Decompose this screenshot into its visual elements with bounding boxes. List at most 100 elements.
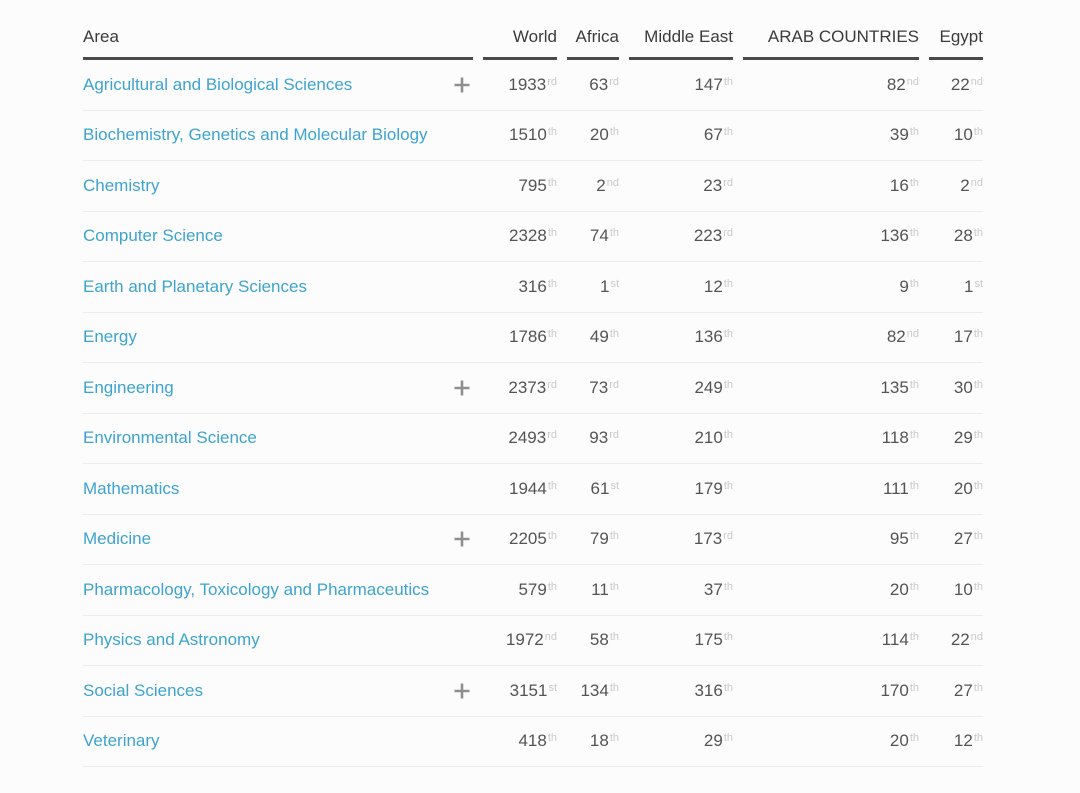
rank-world: 2205th: [483, 529, 557, 549]
rank-value: 20: [589, 125, 609, 145]
rank-suffix: th: [973, 126, 983, 139]
rank-suffix: th: [609, 328, 619, 341]
rank-middle-east: 12th: [629, 277, 733, 297]
rank-suffix: th: [909, 580, 919, 593]
rank-value: 9: [899, 276, 909, 296]
area-link[interactable]: Biochemistry, Genetics and Molecular Bio…: [83, 125, 428, 145]
rank-egypt: 1st: [929, 277, 983, 297]
rank-world: 2493rd: [483, 428, 557, 448]
rank-arab-countries: 136th: [743, 226, 919, 246]
rank-africa: 49th: [567, 327, 619, 347]
area-link[interactable]: Engineering: [83, 377, 174, 397]
column-header-world[interactable]: World: [483, 27, 557, 60]
area-cell: Computer Science: [83, 226, 473, 246]
area-link[interactable]: Mathematics: [83, 478, 180, 498]
area-link[interactable]: Computer Science: [83, 226, 223, 246]
rank-world: 3151st: [483, 681, 557, 701]
expand-plus-icon[interactable]: [452, 75, 472, 95]
table-row: Pharmacology, Toxicology and Pharmaceuti…: [83, 565, 983, 616]
expand-plus-icon[interactable]: [452, 529, 472, 549]
rank-suffix: th: [973, 479, 983, 492]
column-header-africa[interactable]: Africa: [567, 27, 619, 60]
rank-arab-countries: 114th: [743, 630, 919, 650]
rank-suffix: th: [723, 277, 733, 290]
rank-value: 10: [953, 125, 973, 145]
rank-value: 173: [693, 529, 723, 549]
rank-value: 1786: [508, 327, 547, 347]
rank-suffix: th: [973, 732, 983, 745]
rank-value: 29: [703, 731, 723, 751]
area-link[interactable]: Physics and Astronomy: [83, 630, 260, 650]
table-row: Chemistry 795th 2nd 23rd 16th 2nd: [83, 161, 983, 212]
rank-suffix: th: [909, 378, 919, 391]
area-cell: Biochemistry, Genetics and Molecular Bio…: [83, 125, 473, 145]
area-link[interactable]: Environmental Science: [83, 428, 257, 448]
rank-value: 93: [589, 428, 609, 448]
rank-value: 95: [889, 529, 909, 549]
area-link[interactable]: Social Sciences: [83, 680, 204, 700]
rank-value: 63: [589, 74, 609, 94]
table-body: Agricultural and Biological Sciences 193…: [83, 60, 983, 767]
expand-plus-icon[interactable]: [452, 378, 472, 398]
column-header-arab-countries[interactable]: ARAB COUNTRIES: [743, 27, 919, 60]
area-link[interactable]: Chemistry: [83, 175, 160, 195]
table-row: Computer Science 2328th 74th 223rd 136th…: [83, 212, 983, 262]
rank-value: 18: [589, 731, 609, 751]
rank-value: 2373: [508, 377, 547, 397]
column-header-egypt[interactable]: Egypt: [929, 27, 983, 60]
rank-arab-countries: 170th: [743, 681, 919, 701]
rank-suffix: nd: [970, 631, 983, 644]
rank-value: 67: [703, 125, 723, 145]
area-cell: Energy: [83, 327, 473, 347]
rank-middle-east: 316th: [629, 681, 733, 701]
rank-value: 210: [694, 428, 723, 448]
area-cell: Mathematics: [83, 479, 473, 499]
rank-value: 49: [589, 327, 609, 347]
rank-world: 1933rd: [483, 75, 557, 95]
rank-value: 27: [953, 680, 973, 700]
rank-suffix: th: [723, 126, 733, 139]
rank-suffix: th: [909, 732, 919, 745]
rank-suffix: th: [547, 227, 557, 240]
area-link[interactable]: Energy: [83, 327, 137, 347]
rank-africa: 2nd: [567, 176, 619, 196]
rank-arab-countries: 135th: [743, 378, 919, 398]
rank-arab-countries: 95th: [743, 529, 919, 549]
rank-suffix: th: [723, 681, 733, 694]
rank-middle-east: 37th: [629, 580, 733, 600]
rank-suffix: th: [723, 429, 733, 442]
rank-suffix: th: [973, 580, 983, 593]
table-row: Veterinary 418th 18th 29th 20th 12th: [83, 717, 983, 767]
rank-suffix: rd: [723, 227, 733, 240]
area-cell: Social Sciences: [83, 681, 473, 701]
rank-arab-countries: 20th: [743, 731, 919, 751]
area-link[interactable]: Agricultural and Biological Sciences: [83, 74, 353, 94]
rank-middle-east: 173rd: [629, 529, 733, 549]
area-link[interactable]: Medicine: [83, 529, 152, 549]
column-header-middle-east[interactable]: Middle East: [629, 27, 733, 60]
rank-egypt: 22nd: [929, 630, 983, 650]
rank-suffix: nd: [906, 75, 919, 88]
column-header-area[interactable]: Area: [83, 27, 473, 60]
area-link[interactable]: Pharmacology, Toxicology and Pharmaceuti…: [83, 579, 430, 599]
rank-suffix: th: [609, 580, 619, 593]
rank-value: 1: [599, 276, 610, 296]
rank-suffix: nd: [970, 75, 983, 88]
expand-plus-icon[interactable]: [452, 681, 472, 701]
rank-value: 61: [590, 478, 610, 498]
rank-world: 2328th: [483, 226, 557, 246]
area-link[interactable]: Earth and Planetary Sciences: [83, 276, 307, 296]
rank-middle-east: 147th: [629, 75, 733, 95]
rank-middle-east: 249th: [629, 378, 733, 398]
table-row: Agricultural and Biological Sciences 193…: [83, 60, 983, 111]
rank-world: 316th: [483, 277, 557, 297]
area-link[interactable]: Veterinary: [83, 731, 160, 751]
rank-value: 2205: [508, 529, 547, 549]
rank-value: 2: [960, 175, 970, 195]
rank-egypt: 17th: [929, 327, 983, 347]
rank-suffix: th: [723, 378, 733, 391]
rank-value: 175: [694, 630, 723, 650]
rank-value: 316: [694, 680, 723, 700]
rank-world: 2373rd: [483, 378, 557, 398]
rank-suffix: th: [973, 227, 983, 240]
